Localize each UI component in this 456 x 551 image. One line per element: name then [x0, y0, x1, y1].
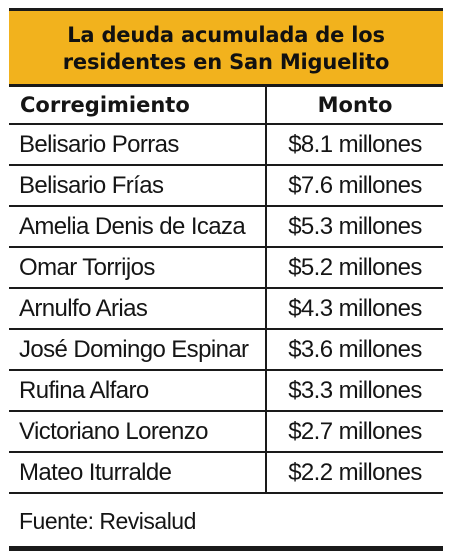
corregimiento-cell: Omar Torrijos [9, 247, 266, 289]
corregimiento-cell: Belisario Frías [9, 165, 266, 207]
corregimiento-cell: Amelia Denis de Icaza [9, 206, 266, 248]
monto-cell: $3.6 millones [265, 329, 443, 371]
corregimiento-cell: Victoriano Lorenzo [9, 411, 266, 453]
monto-cell: $2.7 millones [265, 411, 443, 453]
table-row: José Domingo Espinar $3.6 millones [9, 329, 443, 371]
table-row: Belisario Frías $7.6 millones [9, 165, 443, 207]
corregimiento-cell: Belisario Porras [9, 124, 266, 166]
monto-cell: $5.2 millones [265, 247, 443, 289]
monto-cell: $5.3 millones [265, 206, 443, 248]
table-header-row: Corregimiento Monto [9, 84, 443, 125]
monto-cell: $3.3 millones [265, 370, 443, 412]
table-row: Rufina Alfaro $3.3 millones [9, 370, 443, 412]
title-line-1: La deuda acumulada de los [67, 23, 385, 47]
table-row: Amelia Denis de Icaza $5.3 millones [9, 206, 443, 248]
title-line-2: residentes en San Miguelito [62, 50, 390, 74]
table-title: La deuda acumulada de los residentes en … [9, 8, 443, 84]
header-corregimiento: Corregimiento [9, 84, 266, 125]
corregimiento-cell: Mateo Iturralde [9, 452, 266, 494]
bottom-divider [9, 546, 443, 551]
header-monto: Monto [265, 84, 443, 125]
table-row: Belisario Porras $8.1 millones [9, 124, 443, 166]
monto-cell: $8.1 millones [265, 124, 443, 166]
corregimiento-cell: Rufina Alfaro [9, 370, 266, 412]
monto-cell: $2.2 millones [265, 452, 443, 494]
table-row: Victoriano Lorenzo $2.7 millones [9, 411, 443, 453]
monto-cell: $7.6 millones [265, 165, 443, 207]
table-row: Arnulfo Arias $4.3 millones [9, 288, 443, 330]
table-row: Mateo Iturralde $2.2 millones [9, 452, 443, 494]
debt-table: Corregimiento Monto Belisario Porras $8.… [9, 84, 443, 494]
source-note: Fuente: Revisalud [19, 508, 196, 534]
corregimiento-cell: José Domingo Espinar [9, 329, 266, 371]
debt-table-graphic: La deuda acumulada de los residentes en … [9, 8, 443, 551]
monto-cell: $4.3 millones [265, 288, 443, 330]
corregimiento-cell: Arnulfo Arias [9, 288, 266, 330]
table-row: Omar Torrijos $5.2 millones [9, 247, 443, 289]
